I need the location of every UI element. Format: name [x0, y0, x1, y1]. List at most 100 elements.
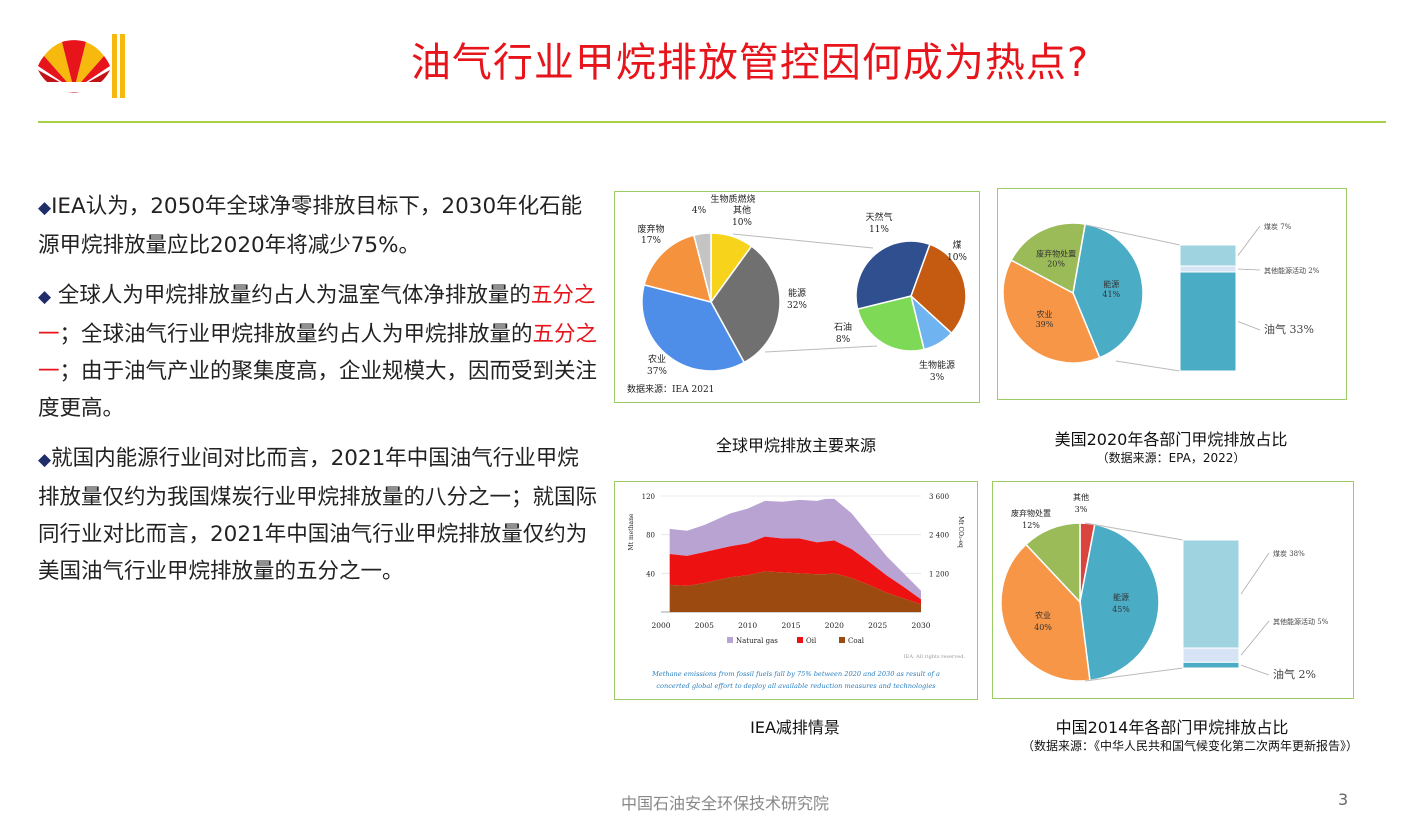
- global-main-slice: [692, 232, 712, 303]
- panel-iea-scenario: 40 1 200 80 2 400 120 3 600 2000 2005 2010 2015 20…: [614, 481, 978, 700]
- y-tick-label: 40: [646, 570, 655, 578]
- bar-label: 油气 33%: [1264, 322, 1314, 336]
- bar-label: 煤炭 7%: [1264, 222, 1292, 231]
- slide-title: 油气行业甲烷排放管控因何成为热点?: [410, 40, 1090, 86]
- y2-tick-label: 1 200: [929, 570, 949, 578]
- x-tick-label: 2010: [738, 621, 757, 630]
- caption-us-2020: 美国2020年各部门甲烷排放占比: [1054, 430, 1288, 449]
- area-natural-gas: [669, 498, 921, 600]
- chart-china-2014: 能源 45% 农业 40% 其他 3% 废弃物处置 12% 煤炭 38% 其他能源活动 5% 油气 …: [1000, 492, 1329, 682]
- leader-line: [1240, 552, 1270, 595]
- slice-label: 生物能源: [919, 359, 955, 371]
- value-label: 3%: [930, 373, 945, 383]
- y2-axis-label: Mt CO₂-eq: [957, 516, 964, 548]
- bullet-item: ◆ 全球人为甲烷排放量约占人为温室气体净排放量的五分之一；全球油气行业甲烷排放量…: [38, 277, 598, 427]
- x-tick-label: 2005: [695, 621, 714, 630]
- value-label: 40%: [1034, 623, 1052, 632]
- bar-label: 其他能源活动 5%: [1273, 617, 1329, 626]
- slice-label: 石油: [834, 321, 852, 333]
- value-label: 11%: [869, 225, 889, 235]
- bullet-marker: ◆: [38, 198, 52, 218]
- credit-text: IEA. All rights reserved.: [904, 654, 966, 660]
- x-tick-label: 2020: [825, 621, 844, 630]
- value-label: 45%: [1112, 605, 1130, 614]
- value-label: 10%: [732, 218, 752, 228]
- bar-label: 其他能源活动 2%: [1264, 266, 1320, 275]
- page-number: 3: [1338, 790, 1349, 809]
- bullet-item: ◆就国内能源行业间对比而言，2021年中国油气行业甲烷排放量仅约为我国煤炭行业甲…: [38, 440, 598, 590]
- y-axis-label: Mt methane: [628, 513, 635, 550]
- leader-line: [1240, 664, 1270, 676]
- legend-label: Oil: [806, 637, 817, 645]
- source-us-2020: （数据来源：EPA，2022）: [1096, 451, 1246, 465]
- area-oil: [669, 536, 921, 605]
- us-main-slice-label: 废弃物处置: [1036, 248, 1076, 258]
- cn-main-slice: [1024, 522, 1081, 604]
- footer-organization: 中国石油安全环保技术研究院: [620, 794, 829, 813]
- slice-label: 农业: [1035, 610, 1051, 620]
- x-tick-label: 2015: [781, 621, 800, 630]
- y2-tick-label: 3 600: [929, 493, 949, 501]
- x-tick-label: 2025: [868, 621, 887, 630]
- x-tick-label: 2000: [651, 621, 670, 630]
- value-label: 12%: [1022, 521, 1040, 530]
- value-label: 10%: [947, 253, 967, 263]
- company-logo: [32, 34, 125, 98]
- highlight-text: 五分之一: [38, 322, 598, 384]
- legend-label: Natural gas: [736, 637, 778, 645]
- value-label: 37%: [647, 367, 667, 377]
- slice-label: 生物质燃烧: [710, 193, 755, 205]
- us-main-value-label: 20%: [1047, 259, 1065, 268]
- x-tick-label: 2030: [911, 621, 930, 630]
- us-main-slice-label: 能源: [1103, 279, 1119, 289]
- area-coal: [669, 571, 921, 612]
- value-label: 17%: [641, 236, 661, 246]
- cn-bar-segment: [1182, 661, 1240, 669]
- connector-line: [1084, 522, 1184, 541]
- global-detail-slice: [910, 243, 967, 335]
- global-main-slice: [710, 245, 781, 364]
- leader-line: [1237, 321, 1261, 331]
- leader-line: [1237, 268, 1261, 271]
- bullet-item: ◆IEA认为，2050年全球净零排放目标下，2030年化石能源甲烷排放量应比20…: [38, 188, 598, 264]
- caption-global-sources: 全球甲烷排放主要来源: [715, 436, 876, 455]
- legend-swatch: [839, 637, 845, 643]
- connector-line: [1084, 667, 1184, 682]
- cn-bar-segment: [1182, 539, 1240, 649]
- highlight-text: 五分之一: [38, 283, 596, 347]
- slice-label: 废弃物: [637, 223, 664, 235]
- us-bar-segment: [1179, 271, 1237, 372]
- bullet-marker: ◆: [38, 287, 52, 307]
- connector-line: [1085, 224, 1181, 246]
- y-tick-label: 80: [646, 532, 655, 540]
- legend-swatch: [797, 637, 803, 643]
- panel-china-2014: 能源 45% 农业 40% 其他 3% 废弃物处置 12% 煤炭 38% 其他能源活动 5% 油气 …: [992, 481, 1354, 699]
- slice-label: 废弃物处置: [1011, 508, 1051, 518]
- value-label: 4%: [692, 206, 707, 216]
- slice-label: 其他: [733, 204, 751, 216]
- connector-line: [732, 233, 874, 249]
- us-main-slice-label: 农业: [1036, 309, 1052, 319]
- bullet-list: ◆IEA认为，2050年全球净零排放目标下，2030年化石能源甲烷排放量应比20…: [38, 188, 598, 603]
- annotation-text: Methane emissions from fossil fuels fall…: [651, 670, 940, 678]
- us-main-value-label: 41%: [1102, 290, 1120, 299]
- bullet-marker: ◆: [38, 450, 52, 470]
- value-label: 32%: [787, 301, 807, 311]
- global-detail-slice: [855, 240, 931, 310]
- source-note: 数据来源：IEA 2021: [627, 383, 714, 395]
- connector-line: [1115, 360, 1181, 372]
- leader-line: [1240, 620, 1270, 656]
- caption-iea-scenario: IEA减排情景: [750, 718, 840, 737]
- panel-us-2020: 能源 41% 农业 39% 废弃物处置 20% 煤炭 7% 其他能源活动 2% 油气 33%: [997, 188, 1347, 400]
- connector-line: [764, 345, 878, 353]
- us-main-value-label: 39%: [1036, 320, 1054, 329]
- slice-label: 其他: [1073, 492, 1089, 502]
- y-tick-label: 120: [642, 493, 655, 501]
- global-main-slice: [643, 234, 713, 304]
- panel-global-sources: 生物质燃烧 4% 其他 10% 废弃物 17% 能源 32% 农业 37% 天然气 11% 煤 10% 石油…: [614, 191, 980, 403]
- legend-swatch: [727, 637, 733, 643]
- us-main-slice: [1010, 222, 1087, 295]
- title-divider: [38, 121, 1386, 123]
